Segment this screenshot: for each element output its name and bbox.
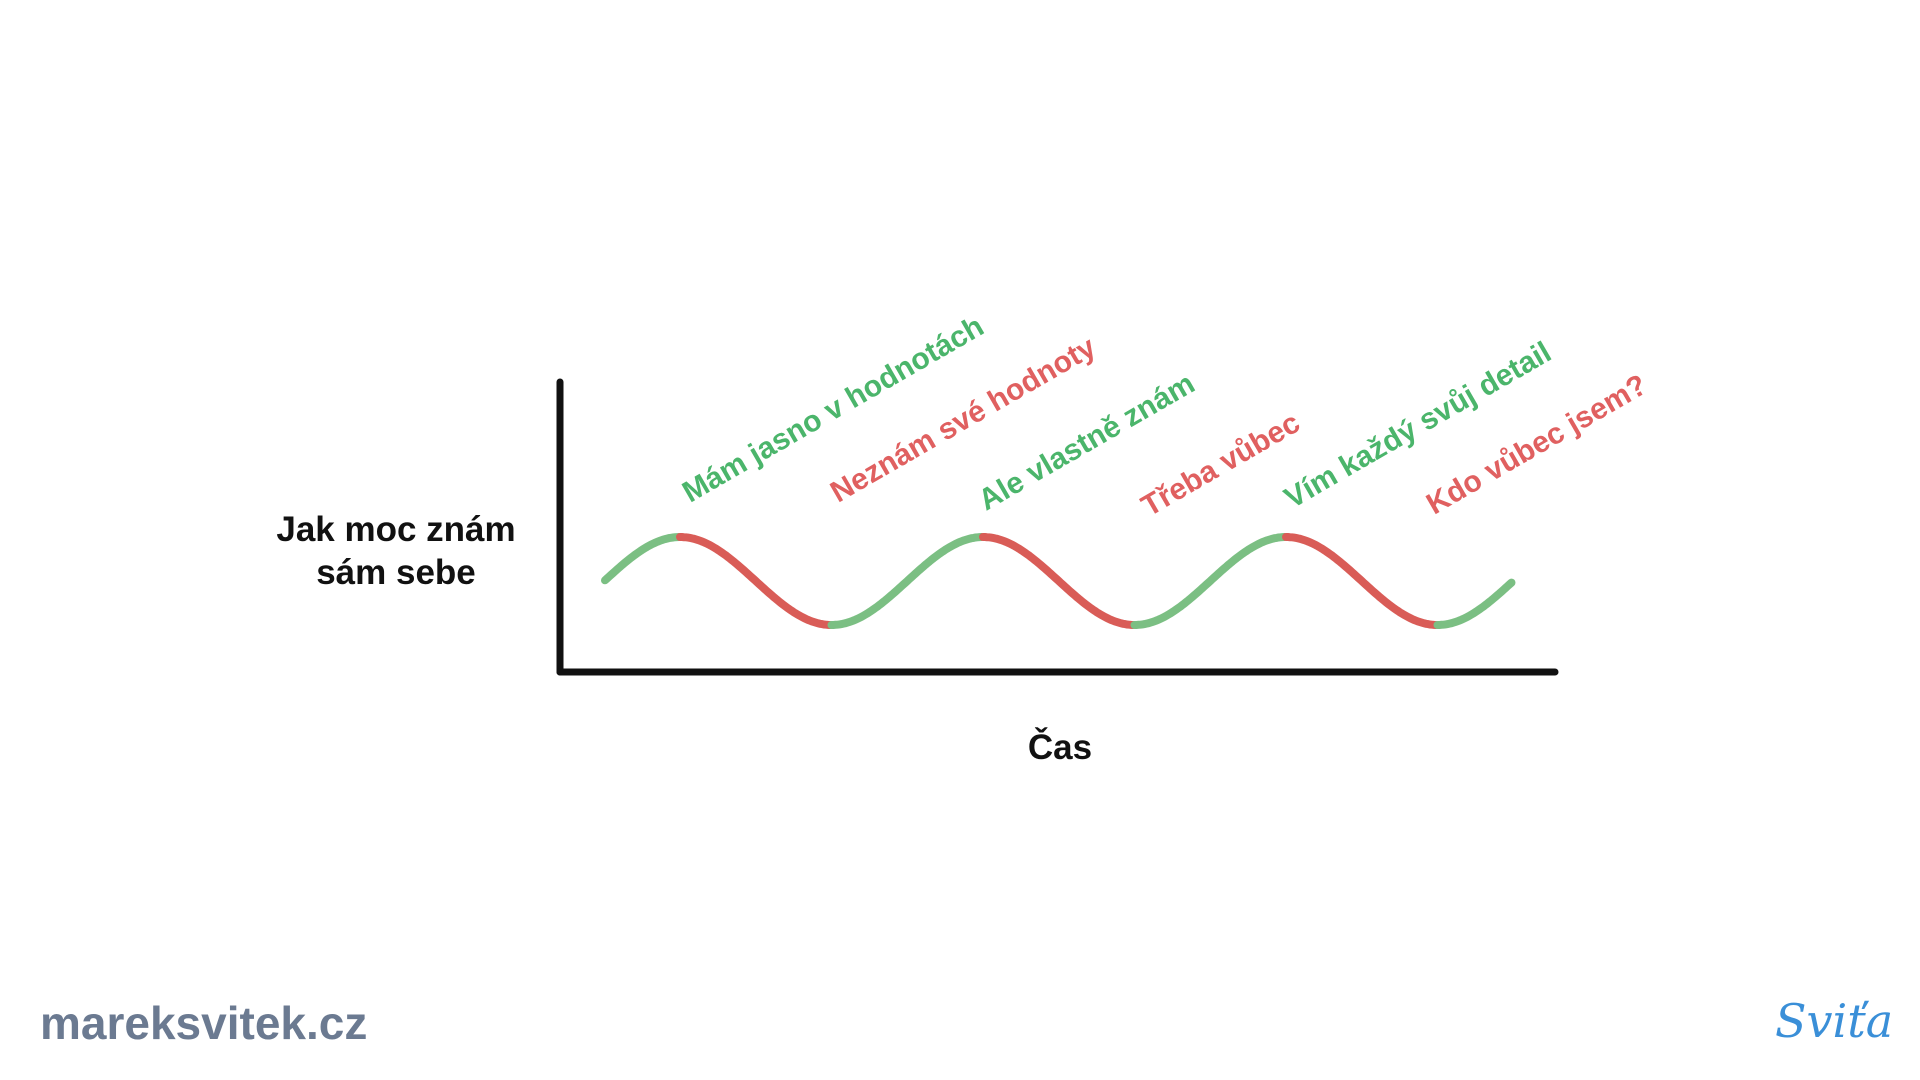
wave-segment-bad-3 (979, 533, 1137, 629)
wave-segment-good-2 (827, 533, 986, 629)
wave-segment-good-4 (1130, 533, 1289, 629)
wave-segment-good-0 (601, 533, 683, 585)
wave-curve (601, 533, 1516, 629)
wave-segment-good-6 (1433, 578, 1516, 629)
y-axis-label: Jak moc znám sám sebe (276, 510, 516, 592)
website-link[interactable]: mareksvitek.cz (40, 997, 368, 1049)
wave-segment-bad-5 (1282, 533, 1440, 629)
signature-logo: Sviťa (1775, 994, 1894, 1048)
x-axis-label: Čas (1027, 728, 1093, 767)
wave-segment-bad-1 (676, 533, 834, 629)
